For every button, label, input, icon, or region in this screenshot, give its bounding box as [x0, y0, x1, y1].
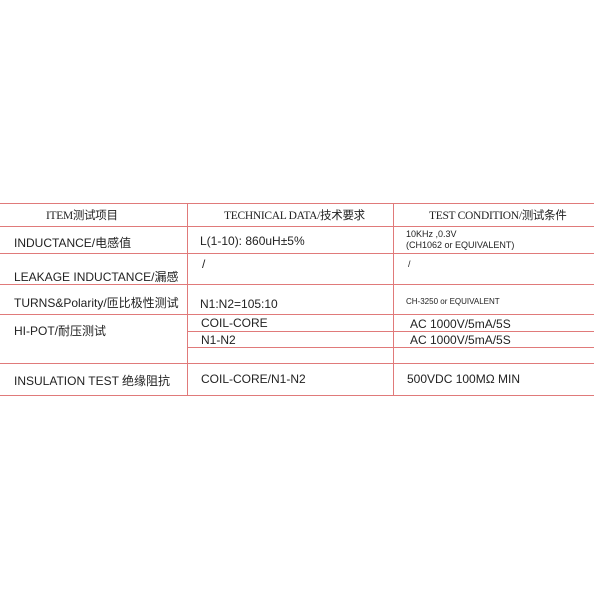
item-cell: INDUCTANCE/电感值 [14, 236, 132, 250]
divider [0, 203, 594, 204]
divider [0, 253, 594, 254]
divider [0, 395, 594, 396]
condition-cell: CH-3250 or EQUIVALENT [406, 297, 500, 306]
data-cell: N1:N2=105:10 [200, 297, 278, 311]
divider [187, 203, 188, 396]
item-cell: INSULATION TEST 绝缘阻抗 [14, 374, 171, 388]
divider [0, 314, 594, 315]
item-cell: TURNS&Polarity/匝比极性测试 [14, 296, 179, 310]
condition-cell: AC 1000V/5mA/5S [410, 317, 511, 331]
data-cell: N1-N2 [201, 333, 236, 347]
data-cell: L(1-10): 860uH±5% [200, 234, 305, 248]
item-cell: HI-POT/耐压测试 [14, 324, 106, 338]
header-item: ITEM测试项目 [46, 210, 118, 222]
divider [187, 347, 594, 348]
data-cell: COIL-CORE/N1-N2 [201, 372, 306, 386]
condition-cell: 500VDC 100MΩ MIN [407, 372, 521, 386]
data-cell: / [202, 257, 206, 271]
condition-cell: (CH1062 or EQUIVALENT) [406, 240, 515, 250]
header-technical-data: TECHNICAL DATA/技术要求 [224, 210, 365, 222]
condition-cell: / [408, 259, 411, 269]
data-cell: COIL-CORE [201, 316, 268, 330]
divider [393, 203, 394, 396]
divider [0, 226, 594, 227]
item-cell: LEAKAGE INDUCTANCE/漏感 [14, 270, 179, 284]
divider [0, 284, 594, 285]
condition-cell: AC 1000V/5mA/5S [410, 333, 511, 347]
condition-cell: 10KHz ,0.3V [406, 229, 457, 239]
header-test-condition: TEST CONDITION/测试条件 [429, 210, 567, 222]
divider [0, 363, 594, 364]
divider [187, 331, 594, 332]
